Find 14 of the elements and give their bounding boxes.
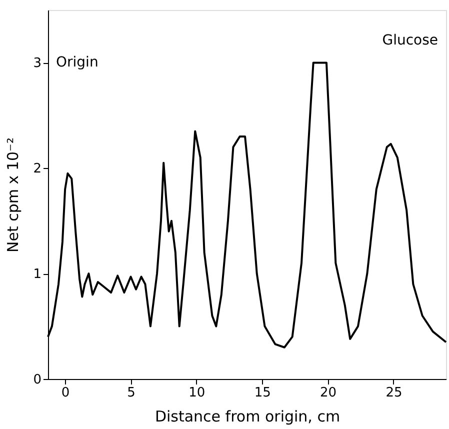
- y-tick-label: 0: [33, 372, 42, 388]
- x-tick-label: 10: [188, 386, 206, 400]
- annotation: Glucose: [382, 32, 438, 49]
- x-tick-label: 15: [254, 386, 271, 400]
- x-axis-title: Distance from origin, cm: [154, 408, 340, 426]
- x-tick-label: 5: [127, 386, 136, 400]
- y-tick-label: 3: [33, 56, 42, 72]
- y-axis-title: Net cpm x 10⁻²: [4, 138, 22, 252]
- y-tick-label: 1: [33, 267, 42, 282]
- annotation: Origin: [56, 54, 98, 71]
- y-tick-label: 2: [33, 162, 42, 177]
- x-tick-label: 25: [386, 386, 402, 400]
- x-tick-label: 20: [320, 386, 337, 400]
- x-tick-label: 0: [61, 386, 70, 400]
